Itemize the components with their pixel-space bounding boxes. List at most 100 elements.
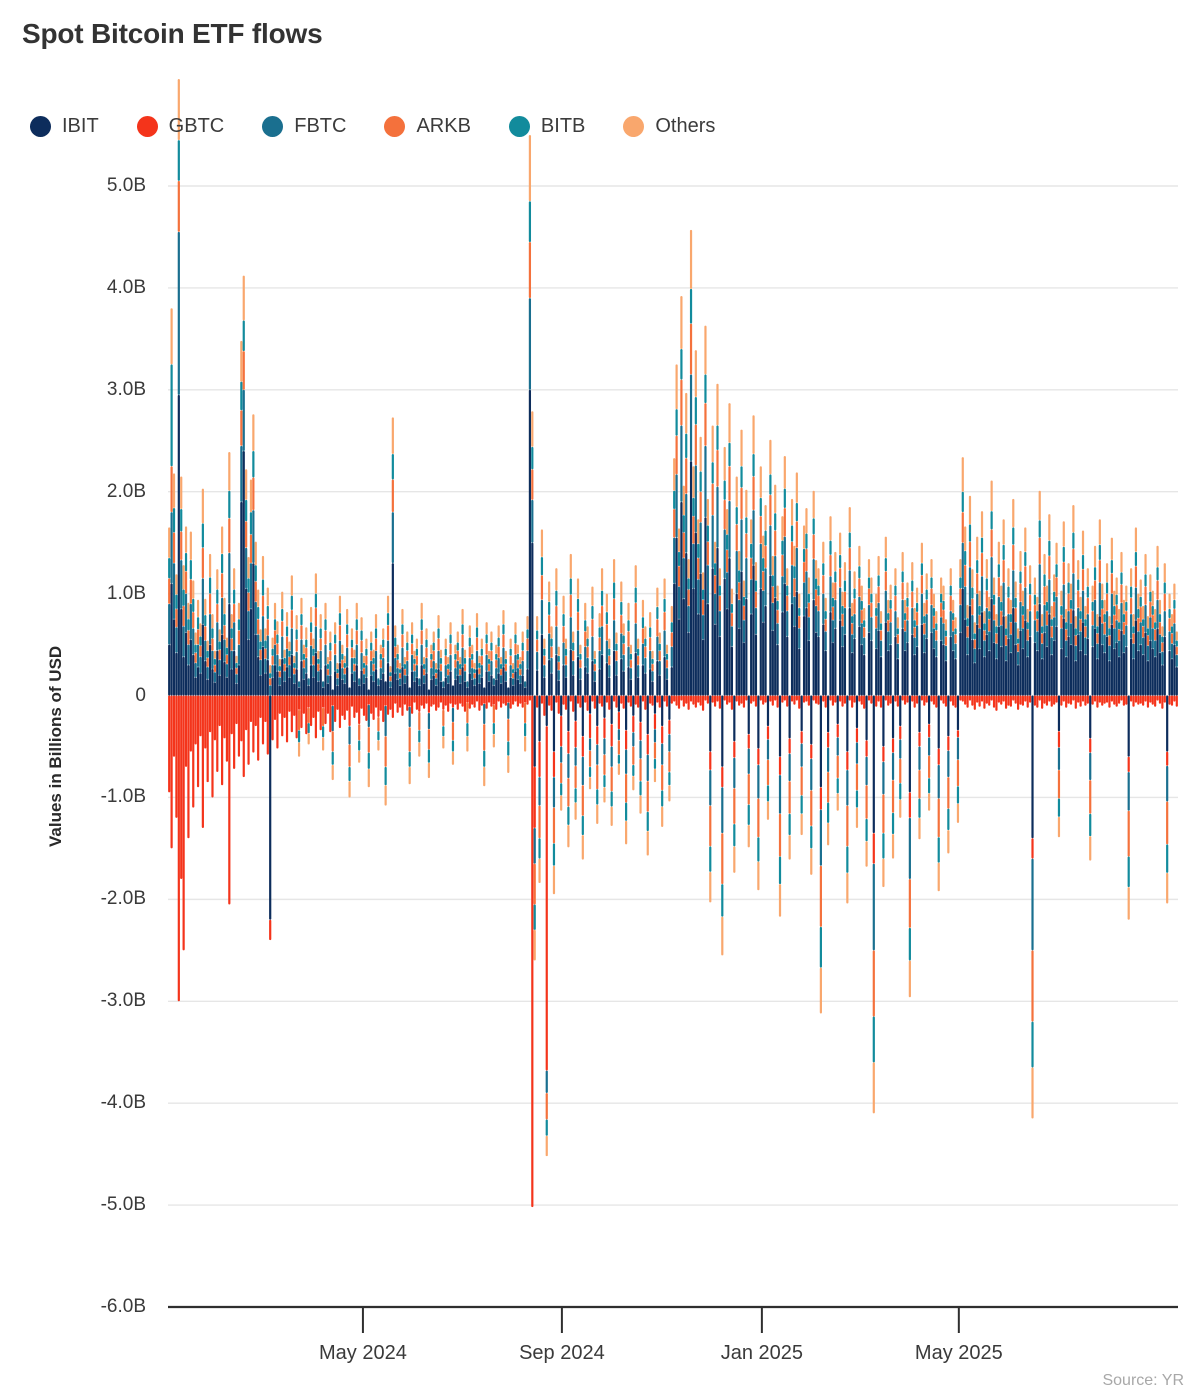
y-axis-tick-label: -2.0B	[100, 888, 146, 910]
bar-segment	[783, 488, 786, 509]
bar-segment	[625, 730, 628, 750]
bar-segment	[1081, 530, 1085, 555]
bar-segment	[713, 575, 717, 594]
bar-segment	[579, 668, 582, 680]
legend-item-ibit[interactable]: IBIT	[30, 115, 99, 138]
bar-segment	[346, 667, 349, 696]
bar-segment	[697, 519, 700, 544]
bar-segment	[509, 695, 512, 709]
x-axis-tick-label: May 2024	[319, 1342, 407, 1364]
bar-segment	[1117, 695, 1121, 704]
bar-segment	[976, 573, 979, 594]
bar-segment	[281, 608, 284, 622]
bar-segment	[418, 695, 421, 712]
bar-segment	[973, 662, 976, 696]
bar-segment	[596, 764, 599, 790]
bar-segment	[281, 695, 284, 737]
bar-segment	[384, 736, 387, 767]
bar-segment	[403, 695, 406, 705]
bar-segment	[1079, 610, 1082, 620]
bar-segment	[216, 603, 219, 623]
bar-segment	[1168, 608, 1171, 619]
bar-segment	[915, 695, 919, 704]
bar-segment	[882, 746, 885, 762]
bar-segment	[317, 695, 320, 712]
bar-segment	[925, 599, 928, 615]
legend-item-fbtc[interactable]: FBTC	[262, 115, 346, 138]
bar-segment	[1000, 646, 1003, 696]
bar-segment	[603, 775, 606, 788]
legend-item-bitb[interactable]: BITB	[508, 115, 585, 138]
bar-segment	[1014, 597, 1017, 608]
bar-segment	[1154, 656, 1157, 696]
bar-segment	[343, 683, 346, 696]
bar-segment	[956, 737, 960, 760]
bar-segment	[747, 695, 750, 735]
bar-segment	[827, 822, 830, 846]
bar-segment	[848, 695, 851, 701]
bar-segment	[377, 740, 380, 751]
bar-segment	[923, 652, 926, 696]
bar-segment	[360, 640, 363, 653]
bar-segment	[831, 620, 835, 643]
bar-segment	[471, 679, 474, 696]
bar-segment	[309, 606, 313, 623]
bar-segment	[533, 766, 536, 829]
bar-segment	[867, 588, 871, 605]
bar-segment	[1170, 626, 1174, 634]
bar-segment	[896, 634, 899, 644]
bar-segment	[386, 662, 390, 696]
bar-segment	[297, 730, 301, 743]
bar-segment	[492, 704, 495, 724]
bar-segment	[579, 695, 582, 708]
bar-segment	[182, 605, 185, 627]
bar-segment	[175, 574, 178, 595]
bar-segment	[783, 695, 786, 701]
bar-segment	[605, 593, 608, 612]
bar-segment	[605, 624, 608, 641]
bar-segment	[762, 590, 765, 623]
bar-segment	[521, 695, 524, 708]
bar-segment	[211, 650, 214, 670]
bar-segment	[786, 568, 789, 586]
bar-segment	[1146, 635, 1150, 646]
bar-segment	[699, 491, 702, 523]
bar-segment	[937, 798, 940, 838]
bar-segment	[509, 648, 512, 656]
legend-item-others[interactable]: Others	[623, 115, 715, 138]
bar-segment	[1098, 544, 1101, 561]
bar-segment	[1067, 610, 1070, 637]
bar-segment	[776, 585, 779, 601]
bar-segment	[247, 695, 250, 765]
bar-segment	[406, 695, 409, 711]
bar-segment	[637, 648, 640, 656]
bar-segment	[1105, 563, 1109, 583]
bar-segment	[697, 579, 700, 615]
legend-item-arkb[interactable]: ARKB	[384, 115, 471, 138]
bar-segment	[531, 499, 534, 543]
bar-segment	[499, 663, 503, 670]
bar-segment	[891, 738, 895, 753]
bar-segment	[427, 762, 431, 779]
bar-segment	[175, 695, 178, 818]
legend-item-gbtc[interactable]: GBTC	[136, 115, 224, 138]
bar-segment	[841, 626, 844, 647]
bar-segment	[199, 645, 202, 657]
bar-segment	[543, 664, 546, 678]
bar-segment	[468, 673, 471, 696]
bar-segment	[485, 695, 488, 709]
bar-segment	[358, 750, 361, 763]
bar-segment	[1086, 695, 1089, 704]
legend-swatch-icon	[384, 116, 406, 137]
bar-segment	[502, 647, 505, 668]
bar-segment	[180, 476, 183, 510]
bar-segment	[362, 662, 366, 669]
bar-segment	[317, 650, 320, 659]
bar-segment	[1009, 695, 1012, 707]
bar-segment	[216, 589, 219, 604]
bar-segment	[1033, 620, 1037, 643]
bar-segment	[1146, 628, 1150, 636]
bar-segment	[899, 783, 902, 800]
bar-segment	[237, 619, 241, 631]
bar-segment	[1026, 608, 1029, 623]
